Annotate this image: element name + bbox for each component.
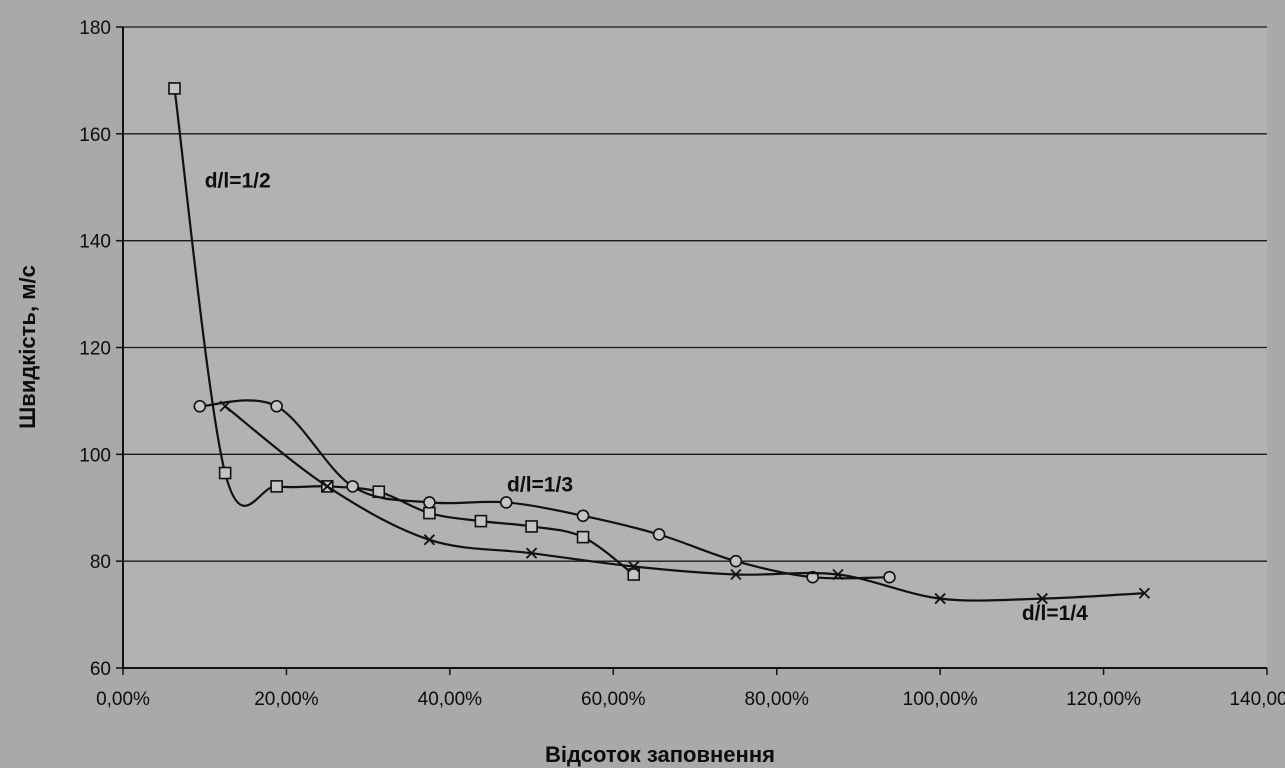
x-tick-label: 140,00% <box>1229 689 1285 710</box>
series-label: d/l=1/2 <box>205 169 271 192</box>
data-point <box>321 480 333 493</box>
series-line <box>224 405 1145 602</box>
x-tick-label: 60,00% <box>581 689 646 710</box>
data-point <box>729 554 743 568</box>
series-label: d/l=1/3 <box>507 474 573 497</box>
data-point <box>219 400 231 412</box>
data-point <box>806 570 819 584</box>
data-point <box>832 568 844 581</box>
x-axis-title: Відсоток заповнення <box>545 742 775 767</box>
y-tick-label: 140 <box>79 232 111 253</box>
y-tick-label: 100 <box>79 445 111 466</box>
gridlines <box>123 26 1267 562</box>
data-point <box>730 568 742 581</box>
data-point <box>218 466 232 480</box>
series-labels: d/l=1/2 d/l=1/3 d/l=1/4 <box>205 169 1088 625</box>
data-point <box>270 480 283 493</box>
data-point <box>525 520 538 533</box>
series-2 <box>193 399 896 584</box>
data-point <box>627 568 641 581</box>
data-point <box>525 547 538 559</box>
y-tick-label: 160 <box>79 125 111 146</box>
y-tick-label: 180 <box>79 18 111 39</box>
data-point <box>1036 592 1048 605</box>
data-point <box>499 496 513 509</box>
series-line <box>173 88 635 576</box>
series-label: d/l=1/4 <box>1022 602 1088 625</box>
x-tick-label: 20,00% <box>254 689 319 710</box>
data-point <box>168 82 181 95</box>
data-point <box>1138 587 1151 599</box>
axis-ticks: 60 80 100 120 140 160 180 0,00% 20,00% 40,00% 60,0… <box>79 18 1285 710</box>
data-point <box>883 570 896 584</box>
data-point <box>628 560 640 573</box>
series-3 <box>219 400 1151 605</box>
x-tick-label: 40,00% <box>418 689 483 710</box>
y-tick-label: 60 <box>90 659 111 680</box>
y-axis-title: Швидкість, м/с <box>15 265 40 429</box>
y-tick-label: 80 <box>90 552 111 573</box>
data-point <box>423 496 436 509</box>
x-tick-label: 80,00% <box>744 689 809 710</box>
data-point <box>423 534 436 546</box>
data-point <box>423 506 436 520</box>
data-point <box>270 399 283 413</box>
data-point <box>934 592 946 605</box>
data-point <box>576 509 590 523</box>
x-tick-label: 120,00% <box>1066 689 1141 710</box>
data-point <box>652 528 666 541</box>
series-line <box>199 399 890 580</box>
x-tick-label: 100,00% <box>903 689 978 710</box>
data-point <box>474 514 488 528</box>
data-point <box>346 480 359 493</box>
series-group <box>168 82 1151 605</box>
data-point <box>576 530 590 544</box>
y-tick-label: 120 <box>79 339 111 360</box>
data-point <box>193 399 207 413</box>
x-tick-label: 0,00% <box>96 689 150 710</box>
